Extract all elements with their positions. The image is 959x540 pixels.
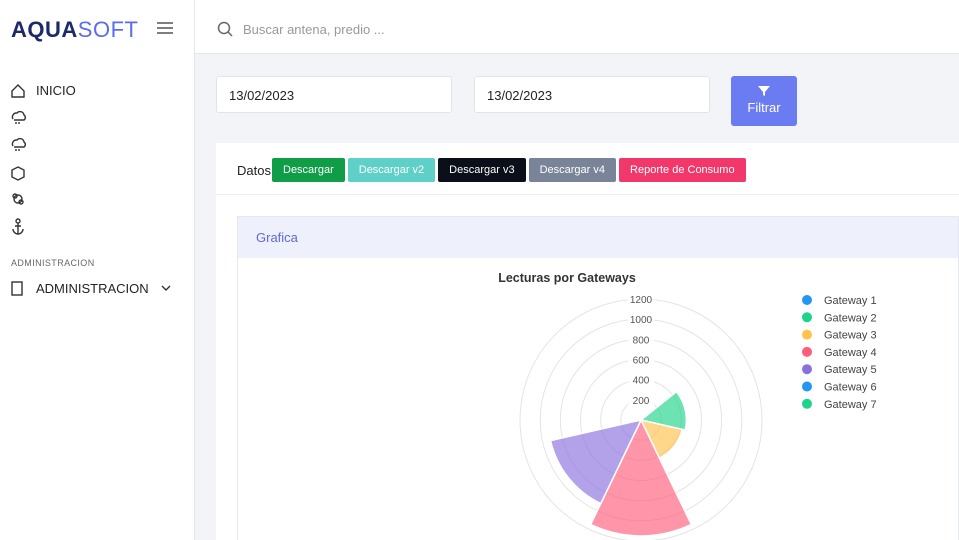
tick-backdrop (628, 313, 654, 326)
panel: Grafica (237, 216, 959, 540)
legend-marker (802, 346, 812, 357)
date-from[interactable]: 13/02/2023 (216, 76, 452, 113)
brand[interactable]: AQUASOFT (11, 17, 138, 43)
chevron[interactable] (160, 283, 172, 293)
brand-bold: AQUA (11, 17, 78, 42)
toolbar-button[interactable]: Descargar v2 (347, 158, 436, 182)
filter-button[interactable]: Filtrar (731, 76, 797, 126)
tick-backdrop (628, 293, 654, 305)
legend-label: Gateway 5 (824, 364, 877, 376)
nav-icons (11, 84, 26, 235)
search-input[interactable]: Buscar antena, predio ... (243, 22, 385, 37)
tick-backdrop (628, 353, 654, 366)
sector (549, 418, 643, 505)
tick-backdrop (628, 393, 654, 406)
r-tick-label: 1000 (630, 315, 653, 326)
topbar: Buscar antena, predio ... (195, 0, 959, 54)
legend-marker (802, 381, 812, 392)
tick-backdrop (628, 373, 654, 386)
toolbar-button[interactable]: Descargar v3 (438, 158, 526, 182)
filter-label: Filtrar (747, 100, 781, 115)
r-tick-label: 1200 (630, 295, 653, 306)
divider (216, 194, 959, 195)
sector (589, 418, 693, 537)
panel-title: Grafica (238, 217, 958, 258)
chart-title: Lecturas por Gateways (498, 271, 636, 285)
legend-label: Gateway 6 (824, 382, 877, 394)
r-tick-label: 600 (633, 356, 650, 367)
sidebar: AQUASOFT INICIO ADMINISTRACION ADMINISTR… (0, 0, 195, 540)
legend-marker (802, 295, 812, 305)
legend-label: Gateway 1 (824, 295, 877, 307)
toolbar-button[interactable]: Descargar v4 (528, 158, 617, 182)
nav-home[interactable]: INICIO (36, 83, 76, 98)
toolbar-button[interactable]: Reporte de Consumo (619, 158, 746, 182)
section-label: ADMINISTRACION (11, 258, 95, 268)
toolbar-buttons: Descargar Descargar v2 Descargar v3 Descarg… (272, 158, 749, 182)
r-tick-label: 400 (633, 376, 650, 387)
brand-light: SOFT (77, 17, 139, 42)
legend-label: Gateway 7 (824, 399, 877, 411)
legend-label: Gateway 4 (824, 347, 877, 359)
admin-icon (11, 281, 23, 296)
filter-icon (758, 86, 770, 96)
date-to[interactable]: 13/02/2023 (474, 76, 710, 113)
toolbar-button[interactable]: Descargar (272, 158, 345, 182)
menu-toggle[interactable] (156, 21, 174, 35)
legend-marker (802, 364, 812, 375)
sector (639, 418, 642, 422)
legend-marker (802, 398, 812, 409)
toolbar-label: Datos (237, 163, 271, 178)
chart: Lecturas por Gateways 200 400 600 800 1000 12… (498, 271, 877, 540)
r-tick-label: 800 (633, 335, 650, 346)
tick-backdrop (628, 333, 654, 346)
nav-admin[interactable]: ADMINISTRACION (36, 281, 149, 296)
sector (639, 390, 688, 431)
search-icon (217, 21, 233, 37)
legend-marker (802, 329, 812, 340)
r-tick-label: 200 (633, 396, 650, 407)
legend-label: Gateway 3 (824, 330, 877, 342)
legend-marker (802, 312, 812, 323)
legend-label: Gateway 2 (824, 312, 877, 324)
